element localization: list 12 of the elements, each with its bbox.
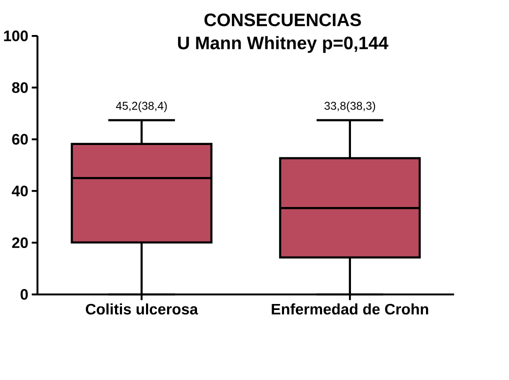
y-tick-label: 0 <box>20 289 28 300</box>
chart-title: CONSECUENCIAS <box>204 14 361 26</box>
annotation: 33,8(38,3) <box>324 102 376 112</box>
y-tick-label: 40 <box>12 186 28 197</box>
chart-subtitle: U Mann Whitney p=0,144 <box>178 36 388 54</box>
y-tick-label: 100 <box>4 30 28 42</box>
y-tick-label: 60 <box>12 134 28 145</box>
x-tick-label: Colitis ulcerosa <box>86 304 198 315</box>
y-tick-label: 80 <box>12 82 28 94</box>
y-tick-label: 20 <box>12 237 28 248</box>
annotation: 45,2(38,4) <box>116 102 167 112</box>
x-tick-label: Enfermedad de Crohn <box>272 304 428 315</box>
